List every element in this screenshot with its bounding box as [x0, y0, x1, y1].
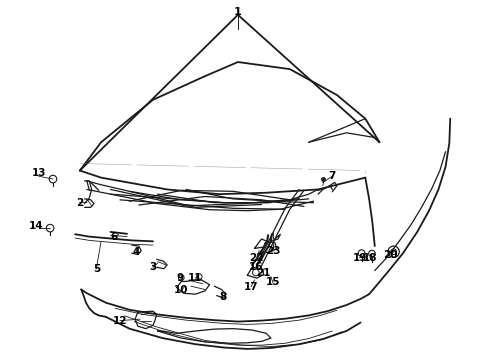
Text: 21: 21: [256, 269, 270, 278]
Text: 9: 9: [177, 273, 184, 283]
Text: 23: 23: [267, 246, 281, 256]
Text: 2: 2: [76, 198, 83, 208]
Text: 14: 14: [29, 221, 44, 231]
Text: 16: 16: [248, 262, 263, 272]
Text: 4: 4: [133, 247, 140, 257]
Text: 10: 10: [174, 285, 189, 296]
Text: 3: 3: [149, 262, 157, 272]
Text: 22: 22: [249, 253, 264, 263]
Text: 20: 20: [384, 249, 398, 260]
Text: 18: 18: [363, 253, 377, 263]
Text: 17: 17: [244, 282, 258, 292]
Text: 7: 7: [329, 171, 336, 181]
Text: 15: 15: [266, 278, 280, 287]
Text: 19: 19: [352, 253, 367, 263]
Text: 11: 11: [188, 273, 203, 283]
Text: 8: 8: [219, 292, 226, 302]
Text: 12: 12: [113, 316, 127, 325]
Text: 5: 5: [93, 264, 100, 274]
Text: 6: 6: [111, 231, 118, 242]
Text: 1: 1: [234, 8, 242, 18]
Text: 13: 13: [31, 168, 46, 179]
